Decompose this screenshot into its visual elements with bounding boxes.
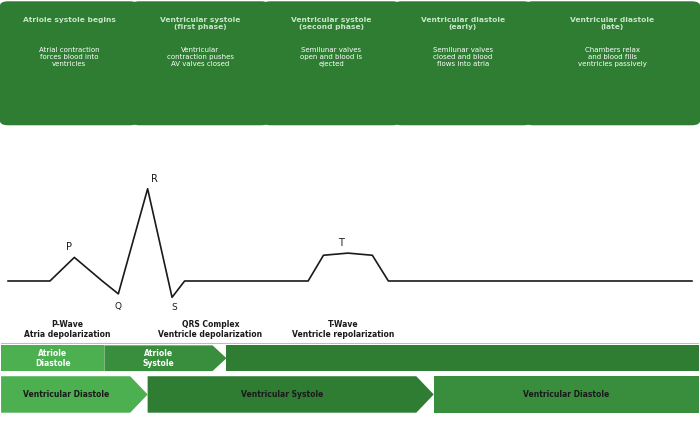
Text: P-Wave
Atria depolarization: P-Wave Atria depolarization xyxy=(24,320,111,339)
Text: Atriole
Diastole: Atriole Diastole xyxy=(35,348,71,368)
Text: Q: Q xyxy=(115,302,122,311)
FancyBboxPatch shape xyxy=(524,1,700,125)
Text: Chambers relax
and blood fills
ventricles passively: Chambers relax and blood fills ventricle… xyxy=(578,47,647,67)
FancyBboxPatch shape xyxy=(227,345,699,371)
Text: T: T xyxy=(338,238,344,248)
FancyBboxPatch shape xyxy=(434,376,699,413)
Text: Ventricular Systole: Ventricular Systole xyxy=(241,390,323,399)
Text: Semilunar valves
closed and blood
flows into atria: Semilunar valves closed and blood flows … xyxy=(433,47,493,67)
Text: Ventricular Diastole: Ventricular Diastole xyxy=(523,390,610,399)
FancyBboxPatch shape xyxy=(393,1,532,125)
Text: Atrial contraction
forces blood into
ventricles: Atrial contraction forces blood into ven… xyxy=(38,47,99,67)
Polygon shape xyxy=(148,376,434,413)
Polygon shape xyxy=(1,376,148,413)
Text: S: S xyxy=(172,303,177,312)
FancyBboxPatch shape xyxy=(262,1,401,125)
Text: Ventricular Diastole: Ventricular Diastole xyxy=(22,390,108,399)
Text: T-Wave
Ventricle repolarization: T-Wave Ventricle repolarization xyxy=(292,320,394,339)
Text: Ventricular diastole
(late): Ventricular diastole (late) xyxy=(570,17,655,30)
Text: Ventricular systole
(first phase): Ventricular systole (first phase) xyxy=(160,17,241,30)
Text: Ventricular systole
(second phase): Ventricular systole (second phase) xyxy=(291,17,372,30)
Text: Atriole
Systole: Atriole Systole xyxy=(143,348,174,368)
Text: Atriole systole begins: Atriole systole begins xyxy=(22,17,116,23)
Text: Ventricular
contraction pushes
AV valves closed: Ventricular contraction pushes AV valves… xyxy=(167,47,234,67)
Text: Ventricular diastole
(early): Ventricular diastole (early) xyxy=(421,17,505,30)
FancyBboxPatch shape xyxy=(0,1,139,125)
Text: P: P xyxy=(66,242,73,252)
FancyBboxPatch shape xyxy=(1,345,104,371)
Text: QRS Complex
Ventricle depolarization: QRS Complex Ventricle depolarization xyxy=(158,320,262,339)
Text: Semilunar valves
open and blood is
ejected: Semilunar valves open and blood is eject… xyxy=(300,47,363,67)
FancyBboxPatch shape xyxy=(131,1,270,125)
Polygon shape xyxy=(104,345,227,371)
Text: R: R xyxy=(151,174,158,184)
